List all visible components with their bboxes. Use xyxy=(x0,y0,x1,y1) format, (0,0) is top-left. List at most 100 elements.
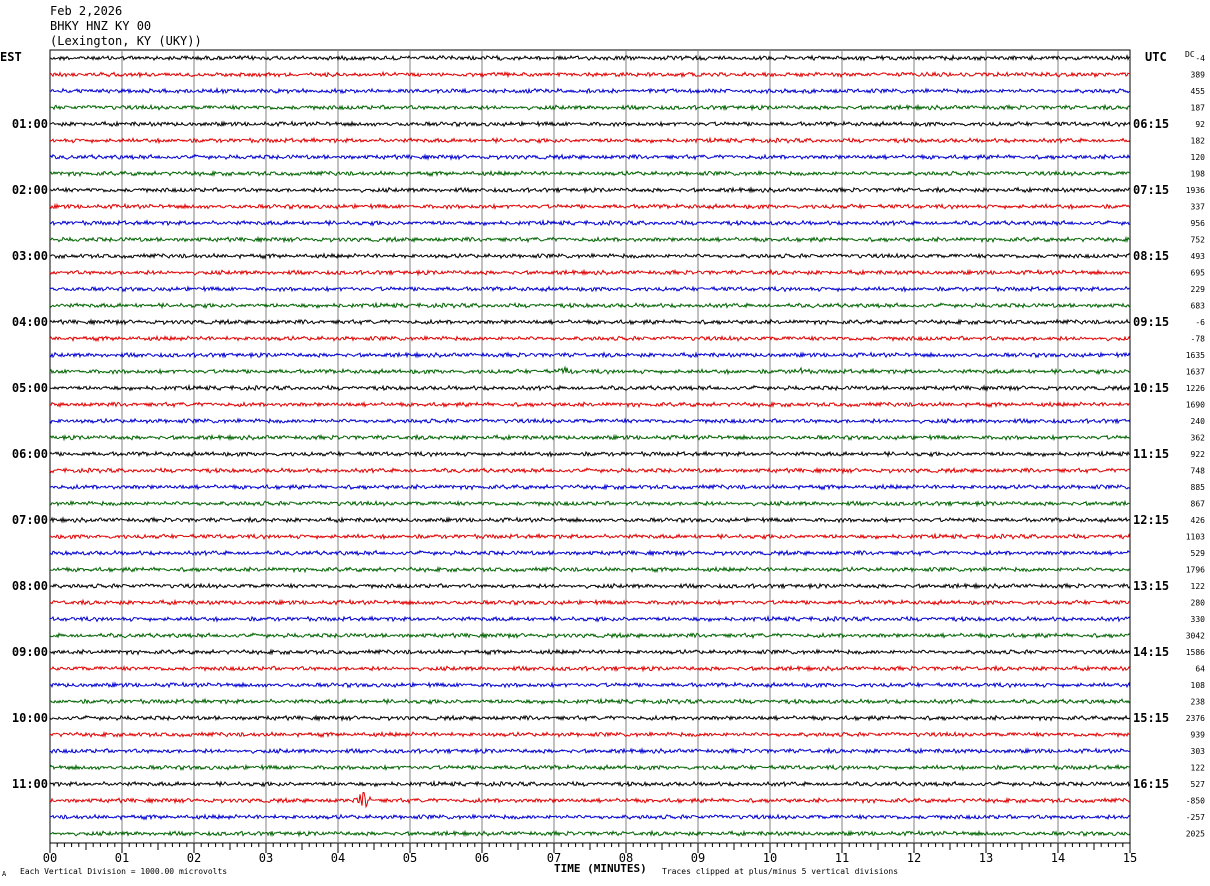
dc-offset-label: 182 xyxy=(1191,137,1206,146)
dc-offset-label: 752 xyxy=(1191,236,1206,245)
seismic-trace xyxy=(49,681,1131,689)
dc-offset-label: 122 xyxy=(1191,764,1206,773)
seismic-trace xyxy=(49,664,1131,673)
left-hour-label: 01:00 xyxy=(12,117,48,131)
dc-label: DC xyxy=(1185,50,1195,59)
x-tick-label: 04 xyxy=(331,851,345,865)
right-hour-label: 09:15 xyxy=(1133,315,1169,329)
seismic-trace xyxy=(49,169,1131,178)
dc-offset-label: 3042 xyxy=(1186,632,1205,641)
seismic-trace xyxy=(49,252,1131,260)
dc-offset-label: -4 xyxy=(1195,54,1205,63)
seismic-trace xyxy=(49,153,1131,161)
seismic-trace xyxy=(49,365,1131,376)
dc-offset-label: 337 xyxy=(1191,203,1206,212)
dc-offset-label: 389 xyxy=(1191,71,1206,80)
left-hour-label: 11:00 xyxy=(12,777,48,791)
dc-offset-label: 683 xyxy=(1191,302,1206,311)
seismic-trace xyxy=(49,598,1131,607)
dc-offset-label: 303 xyxy=(1191,747,1206,756)
corner-mark: A xyxy=(2,870,7,878)
seismic-trace xyxy=(49,351,1131,359)
x-tick-label: 01 xyxy=(115,851,129,865)
seismic-trace xyxy=(49,565,1131,574)
seismic-trace xyxy=(49,779,1131,788)
scale-note: Each Vertical Division = 1000.00 microvo… xyxy=(20,867,228,876)
dc-offset-label: 1796 xyxy=(1186,566,1205,575)
x-tick-label: 12 xyxy=(907,851,921,865)
dc-offset-label: 1637 xyxy=(1186,368,1205,377)
x-tick-label: 03 xyxy=(259,851,273,865)
dc-offset-label: 922 xyxy=(1191,450,1206,459)
x-tick-label: 08 xyxy=(619,851,633,865)
x-tick-label: 10 xyxy=(763,851,777,865)
seismic-trace xyxy=(49,829,1131,838)
x-tick-label: 02 xyxy=(187,851,201,865)
x-tick-label: 06 xyxy=(475,851,489,865)
header-date: Feb 2,2026 xyxy=(50,4,123,18)
seismic-trace xyxy=(49,383,1131,392)
seismic-trace xyxy=(49,136,1131,145)
dc-offset-label: 867 xyxy=(1191,500,1206,509)
seismic-trace xyxy=(49,235,1131,244)
seismic-trace xyxy=(49,400,1131,409)
dc-offset-label: 92 xyxy=(1195,120,1205,129)
dc-offset-label: 885 xyxy=(1191,483,1206,492)
left-hour-label: 04:00 xyxy=(12,315,48,329)
dc-offset-label: 1226 xyxy=(1186,384,1205,393)
seismic-trace xyxy=(50,483,1131,491)
seismic-trace xyxy=(49,86,1131,95)
clip-note: Traces clipped at plus/minus 5 vertical … xyxy=(662,867,899,876)
seismic-trace xyxy=(49,516,1131,524)
dc-offset-label: 64 xyxy=(1195,665,1205,674)
dc-offset-label: 330 xyxy=(1191,615,1206,624)
seismic-trace xyxy=(49,301,1131,310)
seismic-trace xyxy=(49,433,1131,442)
dc-offset-label: 1936 xyxy=(1186,186,1205,195)
seismic-trace xyxy=(49,549,1131,557)
right-hour-label: 16:15 xyxy=(1133,777,1169,791)
dc-offset-label: 280 xyxy=(1191,599,1206,608)
seismic-trace xyxy=(49,730,1131,739)
seismic-trace xyxy=(49,202,1131,211)
dc-offset-label: -6 xyxy=(1195,318,1205,327)
seismic-trace xyxy=(49,614,1131,623)
seismic-trace xyxy=(49,747,1131,755)
right-hour-label: 12:15 xyxy=(1133,513,1169,527)
dc-offset-label: 187 xyxy=(1191,104,1206,113)
dc-offset-label: 122 xyxy=(1191,582,1206,591)
right-tz-label: UTC xyxy=(1145,50,1167,64)
plot-frame xyxy=(49,49,1131,844)
right-hour-label: 08:15 xyxy=(1133,249,1169,263)
dc-offset-label: 2376 xyxy=(1186,714,1205,723)
left-hour-label: 08:00 xyxy=(12,579,48,593)
seismic-trace xyxy=(49,466,1131,475)
seismic-trace xyxy=(49,70,1131,79)
right-hour-label: 10:15 xyxy=(1133,381,1169,395)
seismic-trace xyxy=(49,186,1131,194)
x-axis-title: TIME (MINUTES) xyxy=(554,862,647,875)
seismic-trace xyxy=(49,532,1131,541)
dc-offset-label: 108 xyxy=(1191,681,1206,690)
seismic-trace xyxy=(49,268,1131,277)
seismic-trace xyxy=(49,582,1131,590)
seismic-trace xyxy=(49,648,1131,656)
seismic-trace xyxy=(49,813,1131,821)
dc-offset-label: 1690 xyxy=(1186,401,1205,410)
x-tick-label: 00 xyxy=(43,851,57,865)
dc-offset-label: 748 xyxy=(1191,467,1206,476)
dc-offset-label: 1103 xyxy=(1186,533,1205,542)
left-hour-label: 10:00 xyxy=(12,711,48,725)
header-station: BHKY HNZ KY 00 xyxy=(50,19,152,33)
seismic-trace xyxy=(49,697,1131,706)
left-hour-label: 06:00 xyxy=(12,447,48,461)
dc-offset-label: 493 xyxy=(1191,252,1206,261)
seismic-trace xyxy=(49,334,1131,343)
seismic-trace xyxy=(49,791,1131,809)
left-hour-label: 02:00 xyxy=(12,183,48,197)
x-tick-label: 13 xyxy=(979,851,993,865)
right-hour-label: 14:15 xyxy=(1133,645,1169,659)
dc-offset-label: -78 xyxy=(1191,335,1206,344)
dc-offset-label: 1586 xyxy=(1186,648,1205,657)
